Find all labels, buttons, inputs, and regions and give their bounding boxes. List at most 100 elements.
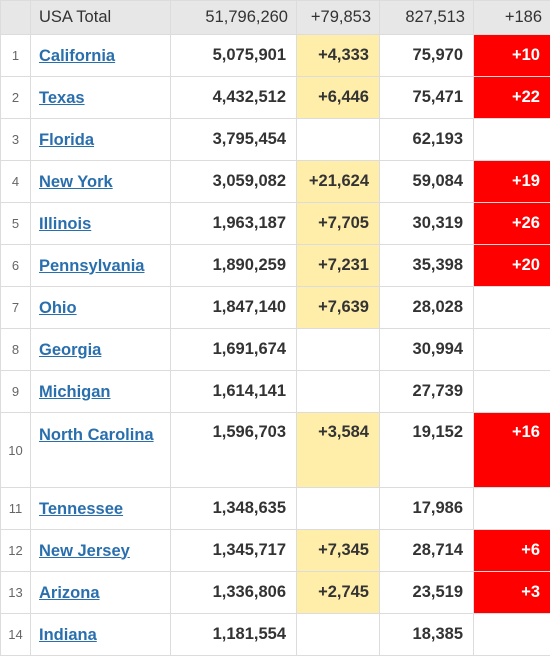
total-deaths-cell: 827,513 [380,1,474,35]
total-deaths-cell: 17,986 [380,488,474,530]
state-link[interactable]: Texas [39,89,85,107]
rank-cell: 13 [1,572,31,614]
total-cases-cell: 1,348,635 [171,488,297,530]
new-cases-cell [297,119,380,161]
new-cases-cell: +3,584 [297,413,380,488]
rank-cell: 4 [1,161,31,203]
state-cell: New York [31,161,171,203]
new-deaths-cell: +10 [474,35,550,77]
total-cases-cell: 3,059,082 [171,161,297,203]
rank-cell: 1 [1,35,31,77]
state-link[interactable]: New Jersey [39,542,130,560]
new-deaths-cell: +3 [474,572,550,614]
total-deaths-cell: 75,471 [380,77,474,119]
total-deaths-cell: 28,714 [380,530,474,572]
new-cases-cell: +7,345 [297,530,380,572]
total-cases-cell: 1,614,141 [171,371,297,413]
new-cases-cell: +21,624 [297,161,380,203]
state-link[interactable]: North Carolina [39,426,154,444]
state-cell: Pennsylvania [31,245,171,287]
total-rank-cell [1,1,31,35]
new-cases-cell [297,488,380,530]
new-cases-cell: +7,231 [297,245,380,287]
new-deaths-cell [474,329,550,371]
state-cell: Arizona [31,572,171,614]
state-cell: California [31,35,171,77]
total-cases-cell: 1,181,554 [171,614,297,656]
state-link[interactable]: Georgia [39,341,101,359]
rank-cell: 14 [1,614,31,656]
new-deaths-cell [474,614,550,656]
total-deaths-cell: 28,028 [380,287,474,329]
total-cases-cell: 1,345,717 [171,530,297,572]
total-cases-cell: 1,596,703 [171,413,297,488]
total-deaths-cell: 35,398 [380,245,474,287]
state-cell: Tennessee [31,488,171,530]
state-cell: North Carolina [31,413,171,488]
total-deaths-cell: 30,319 [380,203,474,245]
new-cases-cell [297,614,380,656]
state-cell: Texas [31,77,171,119]
usa-total-row: USA Total 51,796,260 +79,853 827,513 +18… [1,1,550,35]
new-deaths-cell [474,287,550,329]
state-cell: Georgia [31,329,171,371]
total-new-cases-cell: +79,853 [297,1,380,35]
state-link[interactable]: Arizona [39,584,100,602]
total-deaths-cell: 59,084 [380,161,474,203]
new-cases-cell: +6,446 [297,77,380,119]
new-deaths-cell: +6 [474,530,550,572]
total-deaths-cell: 18,385 [380,614,474,656]
new-deaths-cell: +26 [474,203,550,245]
state-link[interactable]: Florida [39,131,94,149]
rank-cell: 7 [1,287,31,329]
total-cases-cell: 4,432,512 [171,77,297,119]
total-cases-cell: 1,336,806 [171,572,297,614]
state-link[interactable]: Illinois [39,215,91,233]
state-link[interactable]: Michigan [39,383,111,401]
total-new-deaths-cell: +186 [474,1,550,35]
new-cases-cell [297,371,380,413]
new-deaths-cell: +16 [474,413,550,488]
rank-cell: 9 [1,371,31,413]
rank-cell: 11 [1,488,31,530]
state-link[interactable]: Pennsylvania [39,257,144,275]
total-cases-cell: 3,795,454 [171,119,297,161]
total-deaths-cell: 75,970 [380,35,474,77]
total-deaths-cell: 19,152 [380,413,474,488]
rank-cell: 12 [1,530,31,572]
total-cases-cell: 1,963,187 [171,203,297,245]
table-row: 11 Tennessee 1,348,635 17,986 [1,488,550,530]
state-link[interactable]: Tennessee [39,500,123,518]
rank-cell: 5 [1,203,31,245]
new-cases-cell: +7,639 [297,287,380,329]
state-link[interactable]: California [39,47,115,65]
state-link[interactable]: Ohio [39,299,77,317]
state-cell: Michigan [31,371,171,413]
table-row: 8 Georgia 1,691,674 30,994 [1,329,550,371]
state-cell: Illinois [31,203,171,245]
new-deaths-cell [474,488,550,530]
table-row: 14 Indiana 1,181,554 18,385 [1,614,550,656]
total-deaths-cell: 30,994 [380,329,474,371]
rank-cell: 10 [1,413,31,488]
total-label: USA Total [31,1,171,35]
state-cell: Ohio [31,287,171,329]
total-deaths-cell: 23,519 [380,572,474,614]
state-link[interactable]: Indiana [39,626,97,644]
total-cases-cell: 1,691,674 [171,329,297,371]
new-cases-cell [297,329,380,371]
new-deaths-cell [474,119,550,161]
rank-cell: 8 [1,329,31,371]
state-link[interactable]: New York [39,173,113,191]
